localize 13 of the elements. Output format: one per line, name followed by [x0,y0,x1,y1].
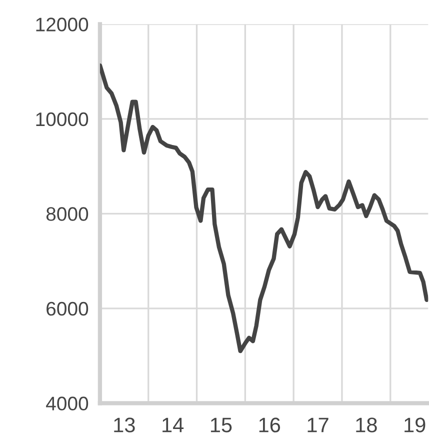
y-tick-label: 12000 [36,18,88,32]
x-tick-label: 15 [210,418,232,432]
y-tick-label: 4000 [46,396,88,410]
line-series [100,63,428,354]
x-tick-label: 14 [162,418,184,432]
x-tick-label: 16 [259,418,280,432]
x-tick-label: 19 [404,418,426,432]
y-tick-label: 6000 [46,302,88,316]
x-tick-label: 13 [114,418,135,432]
y-tick-label: 8000 [46,207,88,221]
x-tick-label: 17 [308,418,328,432]
x-tick-label: 18 [356,418,377,432]
y-tick-label: 10000 [36,112,88,126]
